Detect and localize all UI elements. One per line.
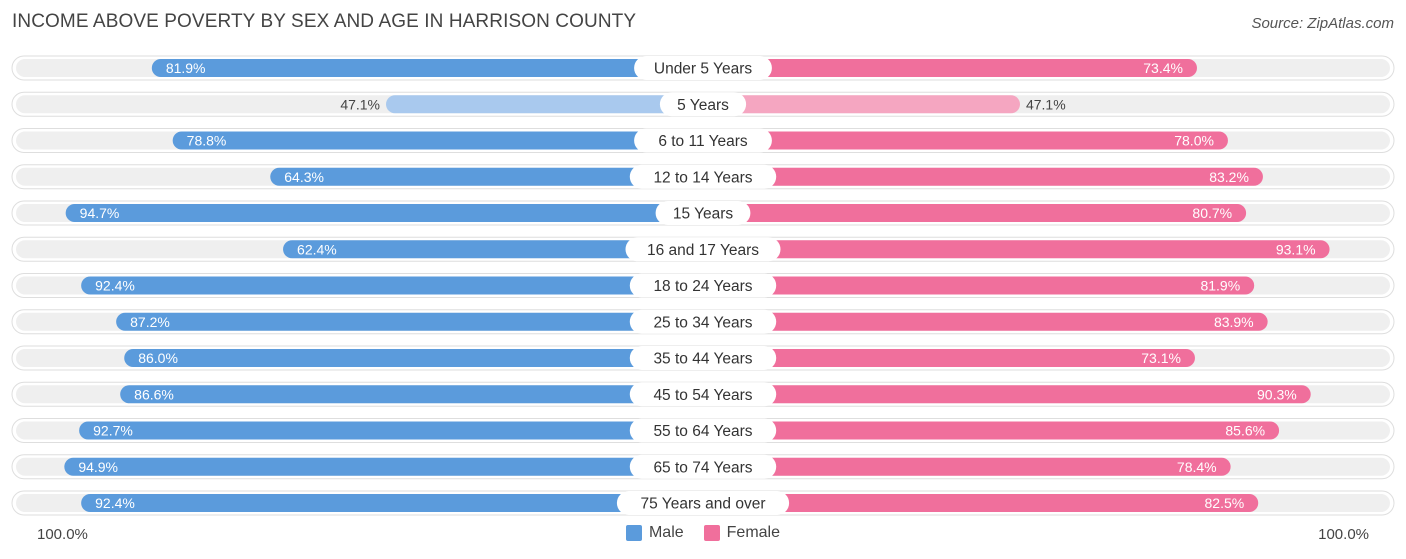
category-pill xyxy=(629,273,777,298)
legend-item-female: Female xyxy=(703,524,781,542)
category-pill xyxy=(634,56,772,80)
category-label: 75 Years and over xyxy=(641,496,766,513)
value-label-male: 92.4% xyxy=(95,278,135,294)
value-label-male: 94.7% xyxy=(80,205,120,221)
value-label-male: 47.1% xyxy=(340,96,380,112)
chart-canvas: 81.9% 73.4% Under 5 Years 47.1% 47.1% 5 Years… xyxy=(11,55,1395,516)
bar-male xyxy=(79,421,703,440)
bar-female xyxy=(703,457,1231,476)
value-label-female: 73.4% xyxy=(1143,60,1183,76)
bar-female xyxy=(703,349,1195,367)
value-label-female: 47.1% xyxy=(1026,96,1066,112)
category-label: 6 to 11 Years xyxy=(658,133,748,150)
value-label-female: 81.9% xyxy=(1200,278,1240,294)
bar-male xyxy=(386,95,703,114)
bar-male xyxy=(151,59,704,77)
category-label: 16 and 17 Years xyxy=(647,242,759,259)
category-pill xyxy=(625,237,781,262)
legend-swatch-male xyxy=(625,525,642,541)
category-label: 35 to 44 Years xyxy=(653,351,752,368)
bar-female xyxy=(703,276,1255,295)
source-label: Source: ZipAtlas.com xyxy=(1251,15,1394,32)
bar-female xyxy=(703,312,1268,331)
value-label-male: 92.4% xyxy=(95,495,135,511)
bar-male xyxy=(124,349,704,367)
category-pill xyxy=(616,491,790,515)
bar-female xyxy=(703,131,1228,150)
legend-label-female: Female xyxy=(726,524,781,541)
value-label-female: 85.6% xyxy=(1225,423,1265,439)
legend-item-male: Male xyxy=(625,524,684,542)
axis-left-label: 100.0% xyxy=(37,526,88,543)
category-label: 15 Years xyxy=(673,206,734,223)
category-pill xyxy=(629,346,777,370)
value-label-male: 92.7% xyxy=(93,423,133,439)
category-pill xyxy=(629,164,777,189)
category-pill xyxy=(629,382,777,407)
bar-male xyxy=(120,385,703,404)
bar-male xyxy=(283,240,703,259)
value-label-female: 78.0% xyxy=(1174,133,1214,149)
legend: Male Female xyxy=(0,524,1406,542)
category-label: Under 5 Years xyxy=(654,61,752,78)
value-label-female: 93.1% xyxy=(1276,241,1316,257)
bar-female xyxy=(703,59,1197,77)
value-label-male: 87.2% xyxy=(130,314,170,330)
chart-title: INCOME ABOVE POVERTY BY SEX AND AGE IN H… xyxy=(12,11,637,32)
legend-swatch-female xyxy=(703,525,720,541)
value-label-female: 90.3% xyxy=(1257,386,1297,402)
legend-label-male: Male xyxy=(648,524,684,541)
bar-female xyxy=(703,204,1247,222)
category-pill xyxy=(629,454,777,479)
bar-female xyxy=(703,494,1259,512)
bar-female xyxy=(703,167,1263,186)
value-label-male: 64.3% xyxy=(284,169,324,185)
bar-female xyxy=(703,95,1020,114)
value-label-female: 82.5% xyxy=(1205,495,1245,511)
value-label-female: 83.9% xyxy=(1214,314,1254,330)
bar-male xyxy=(81,494,703,512)
bar-female xyxy=(703,240,1330,259)
bar-male xyxy=(172,131,703,150)
bar-female xyxy=(703,421,1280,440)
value-label-female: 78.4% xyxy=(1177,459,1217,475)
category-pill xyxy=(629,418,777,443)
value-label-female: 83.2% xyxy=(1209,169,1249,185)
value-label-male: 62.4% xyxy=(297,241,337,257)
value-label-male: 94.9% xyxy=(78,459,118,475)
category-pill xyxy=(629,309,777,334)
value-label-female: 80.7% xyxy=(1192,205,1232,221)
bar-male xyxy=(81,276,703,295)
value-label-male: 78.8% xyxy=(187,133,227,149)
value-label-female: 73.1% xyxy=(1141,350,1181,366)
category-label: 45 to 54 Years xyxy=(653,387,752,404)
category-label: 65 to 74 Years xyxy=(653,459,752,476)
bar-male xyxy=(116,312,704,331)
category-label: 18 to 24 Years xyxy=(653,278,752,295)
axis-right-label: 100.0% xyxy=(1318,526,1369,543)
category-label: 5 Years xyxy=(677,97,729,114)
bar-female xyxy=(703,385,1311,404)
category-label: 55 to 64 Years xyxy=(653,423,752,440)
bar-male xyxy=(270,167,703,186)
value-label-male: 81.9% xyxy=(166,60,206,76)
category-label: 12 to 14 Years xyxy=(653,169,752,186)
value-label-male: 86.0% xyxy=(138,350,178,366)
bar-male xyxy=(64,457,703,476)
bar-male xyxy=(65,204,703,222)
category-pill xyxy=(634,128,772,153)
category-label: 25 to 34 Years xyxy=(653,314,752,331)
value-label-male: 86.6% xyxy=(134,386,174,402)
category-pill xyxy=(655,201,751,225)
category-pill xyxy=(659,92,747,117)
